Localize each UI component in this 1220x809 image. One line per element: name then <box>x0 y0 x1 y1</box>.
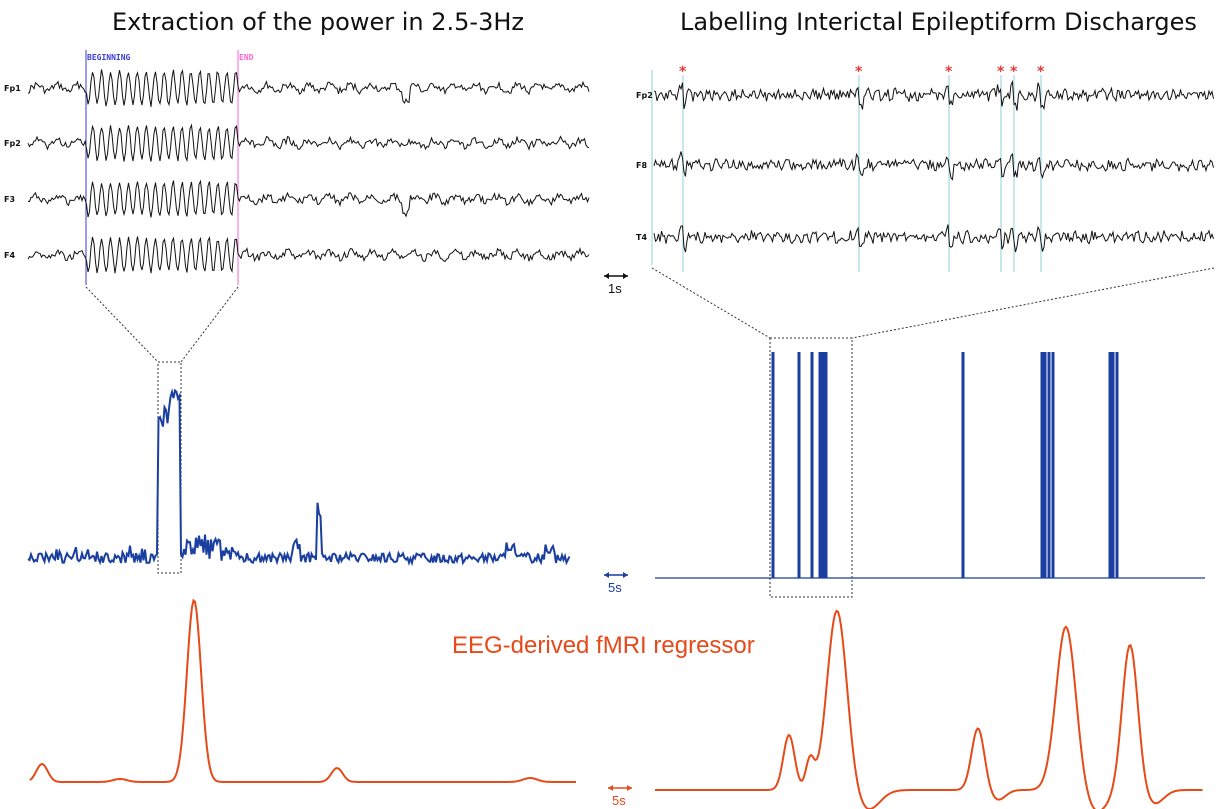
eeg-trace-f8 <box>653 151 1214 181</box>
channel-label-fp1: Fp1 <box>4 84 21 93</box>
eeg-trace-fp1 <box>27 69 590 107</box>
channel-label-fp2: Fp2 <box>636 91 653 100</box>
regressor-curve-right <box>655 609 1203 809</box>
channel-label-f4: F4 <box>4 251 15 260</box>
zoom-line-right-b <box>851 267 1215 339</box>
left-panel-title: Extraction of the power in 2.5-3Hz <box>112 8 524 36</box>
right-eeg-panel: * * * * * * Fp2 F8 T4 <box>636 64 1214 272</box>
left-eeg-panel: BEGINNING END Fp1 Fp2 F3 F4 <box>4 50 590 285</box>
power-scale-bar-label: 5s <box>608 580 622 595</box>
right-panel-title: Labelling Interictal Epileptiform Discha… <box>680 8 1197 36</box>
spike-train-panel <box>655 352 1205 579</box>
zoom-line-right-a <box>651 267 771 339</box>
end-marker-label: END <box>239 53 254 62</box>
spike-asterisk: * <box>855 64 863 80</box>
regressor-label: EEG-derived fMRI regressor <box>452 632 755 659</box>
eeg-scale-bar-label: 1s <box>608 281 622 296</box>
regressor-scale-bar-arrowheads <box>608 785 632 791</box>
spike-asterisk: * <box>997 64 1005 80</box>
scale-bars: 1s 5s 5s <box>604 273 632 808</box>
eeg-trace-t4 <box>653 224 1214 253</box>
eeg-trace-fp2 <box>653 80 1214 111</box>
eeg-trace-f4 <box>27 236 590 274</box>
channel-label-fp2: Fp2 <box>4 139 21 148</box>
channel-label-f8: F8 <box>636 161 647 170</box>
spike-asterisk: * <box>1037 64 1045 80</box>
channel-label-f3: F3 <box>4 195 15 204</box>
zoom-box-right <box>769 337 853 598</box>
beginning-marker-label: BEGINNING <box>87 53 131 62</box>
spike-asterisk: * <box>1010 64 1018 80</box>
zoom-line-left-a <box>85 286 159 363</box>
regressor-panel <box>29 598 1203 809</box>
eeg-scale-bar-arrowheads <box>604 273 628 279</box>
zoom-line-left-b <box>180 286 239 363</box>
spike-asterisk: * <box>679 64 687 80</box>
eeg-trace-f3 <box>27 179 590 218</box>
eeg-trace-fp2 <box>27 123 590 163</box>
regressor-curve-left <box>29 598 576 783</box>
channel-label-t4: T4 <box>636 233 647 242</box>
power-scale-bar-arrowheads <box>604 572 628 578</box>
regressor-scale-bar-label: 5s <box>612 793 626 808</box>
power-trace-line <box>27 388 571 567</box>
spike-asterisk: * <box>945 64 953 80</box>
power-trace-panel <box>27 388 571 567</box>
